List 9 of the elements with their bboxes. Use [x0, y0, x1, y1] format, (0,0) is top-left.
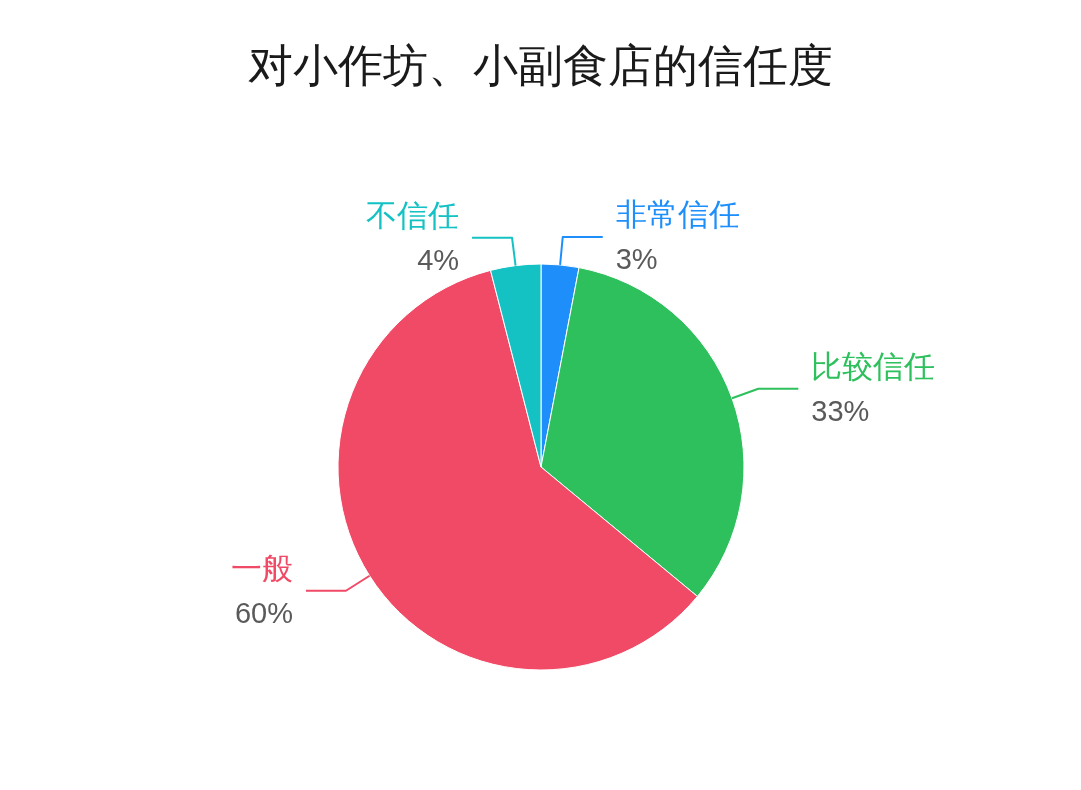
data-label: 60%: [234, 596, 293, 629]
data-label: 4%: [417, 243, 460, 276]
chart-title: 对小作坊、小副食店的信任度: [248, 40, 833, 90]
data-label: 33%: [811, 394, 870, 427]
slice-label: 一般: [230, 550, 293, 586]
slice-label: 比较信任: [811, 348, 936, 384]
slice-label: 非常信任: [615, 197, 740, 233]
data-label: 3%: [615, 243, 658, 276]
slice-label: 不信任: [366, 197, 460, 233]
